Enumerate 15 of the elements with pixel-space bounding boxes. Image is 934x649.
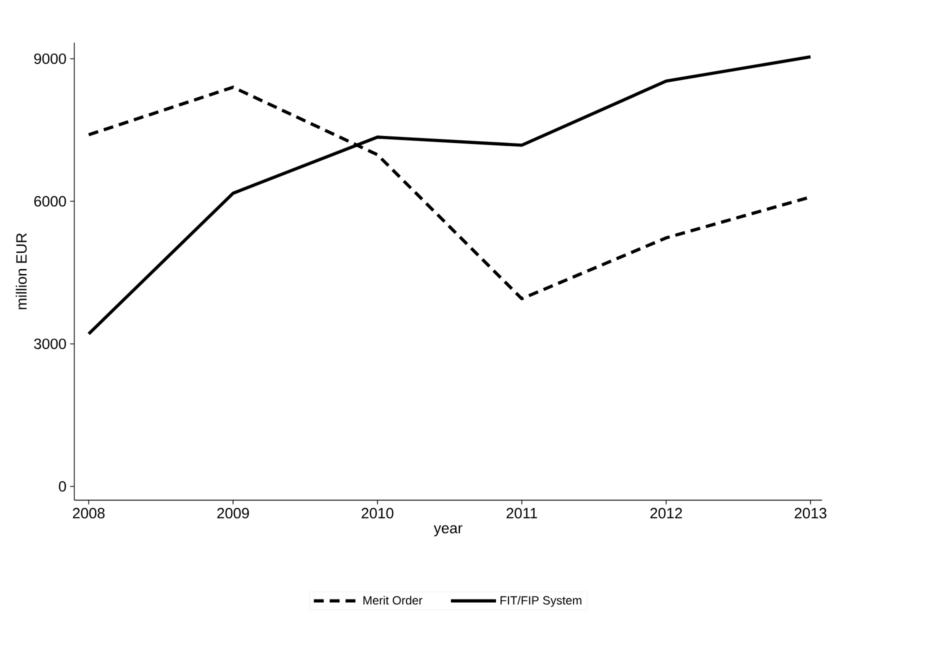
x-axis-title: year — [434, 525, 462, 536]
y-tick-label: 6000 — [34, 196, 66, 207]
x-tick-label: 2013 — [794, 508, 826, 519]
y-axis-title: million EUR — [16, 233, 27, 310]
line-series — [87, 55, 812, 336]
y-tick-label: 0 — [58, 481, 66, 492]
y-tick-label: 3000 — [34, 338, 66, 350]
y-tick-label: 9000 — [34, 54, 66, 64]
x-tick-label: 2009 — [217, 508, 249, 519]
x-tick-label: 2008 — [72, 508, 105, 519]
legend-label: Merit Order — [363, 596, 422, 605]
x-tick-label: 2010 — [362, 508, 394, 519]
x-tick-label: 2011 — [506, 508, 538, 519]
legend-label: FIT/FIP System — [500, 596, 582, 608]
x-tick-label: 2012 — [650, 508, 682, 519]
